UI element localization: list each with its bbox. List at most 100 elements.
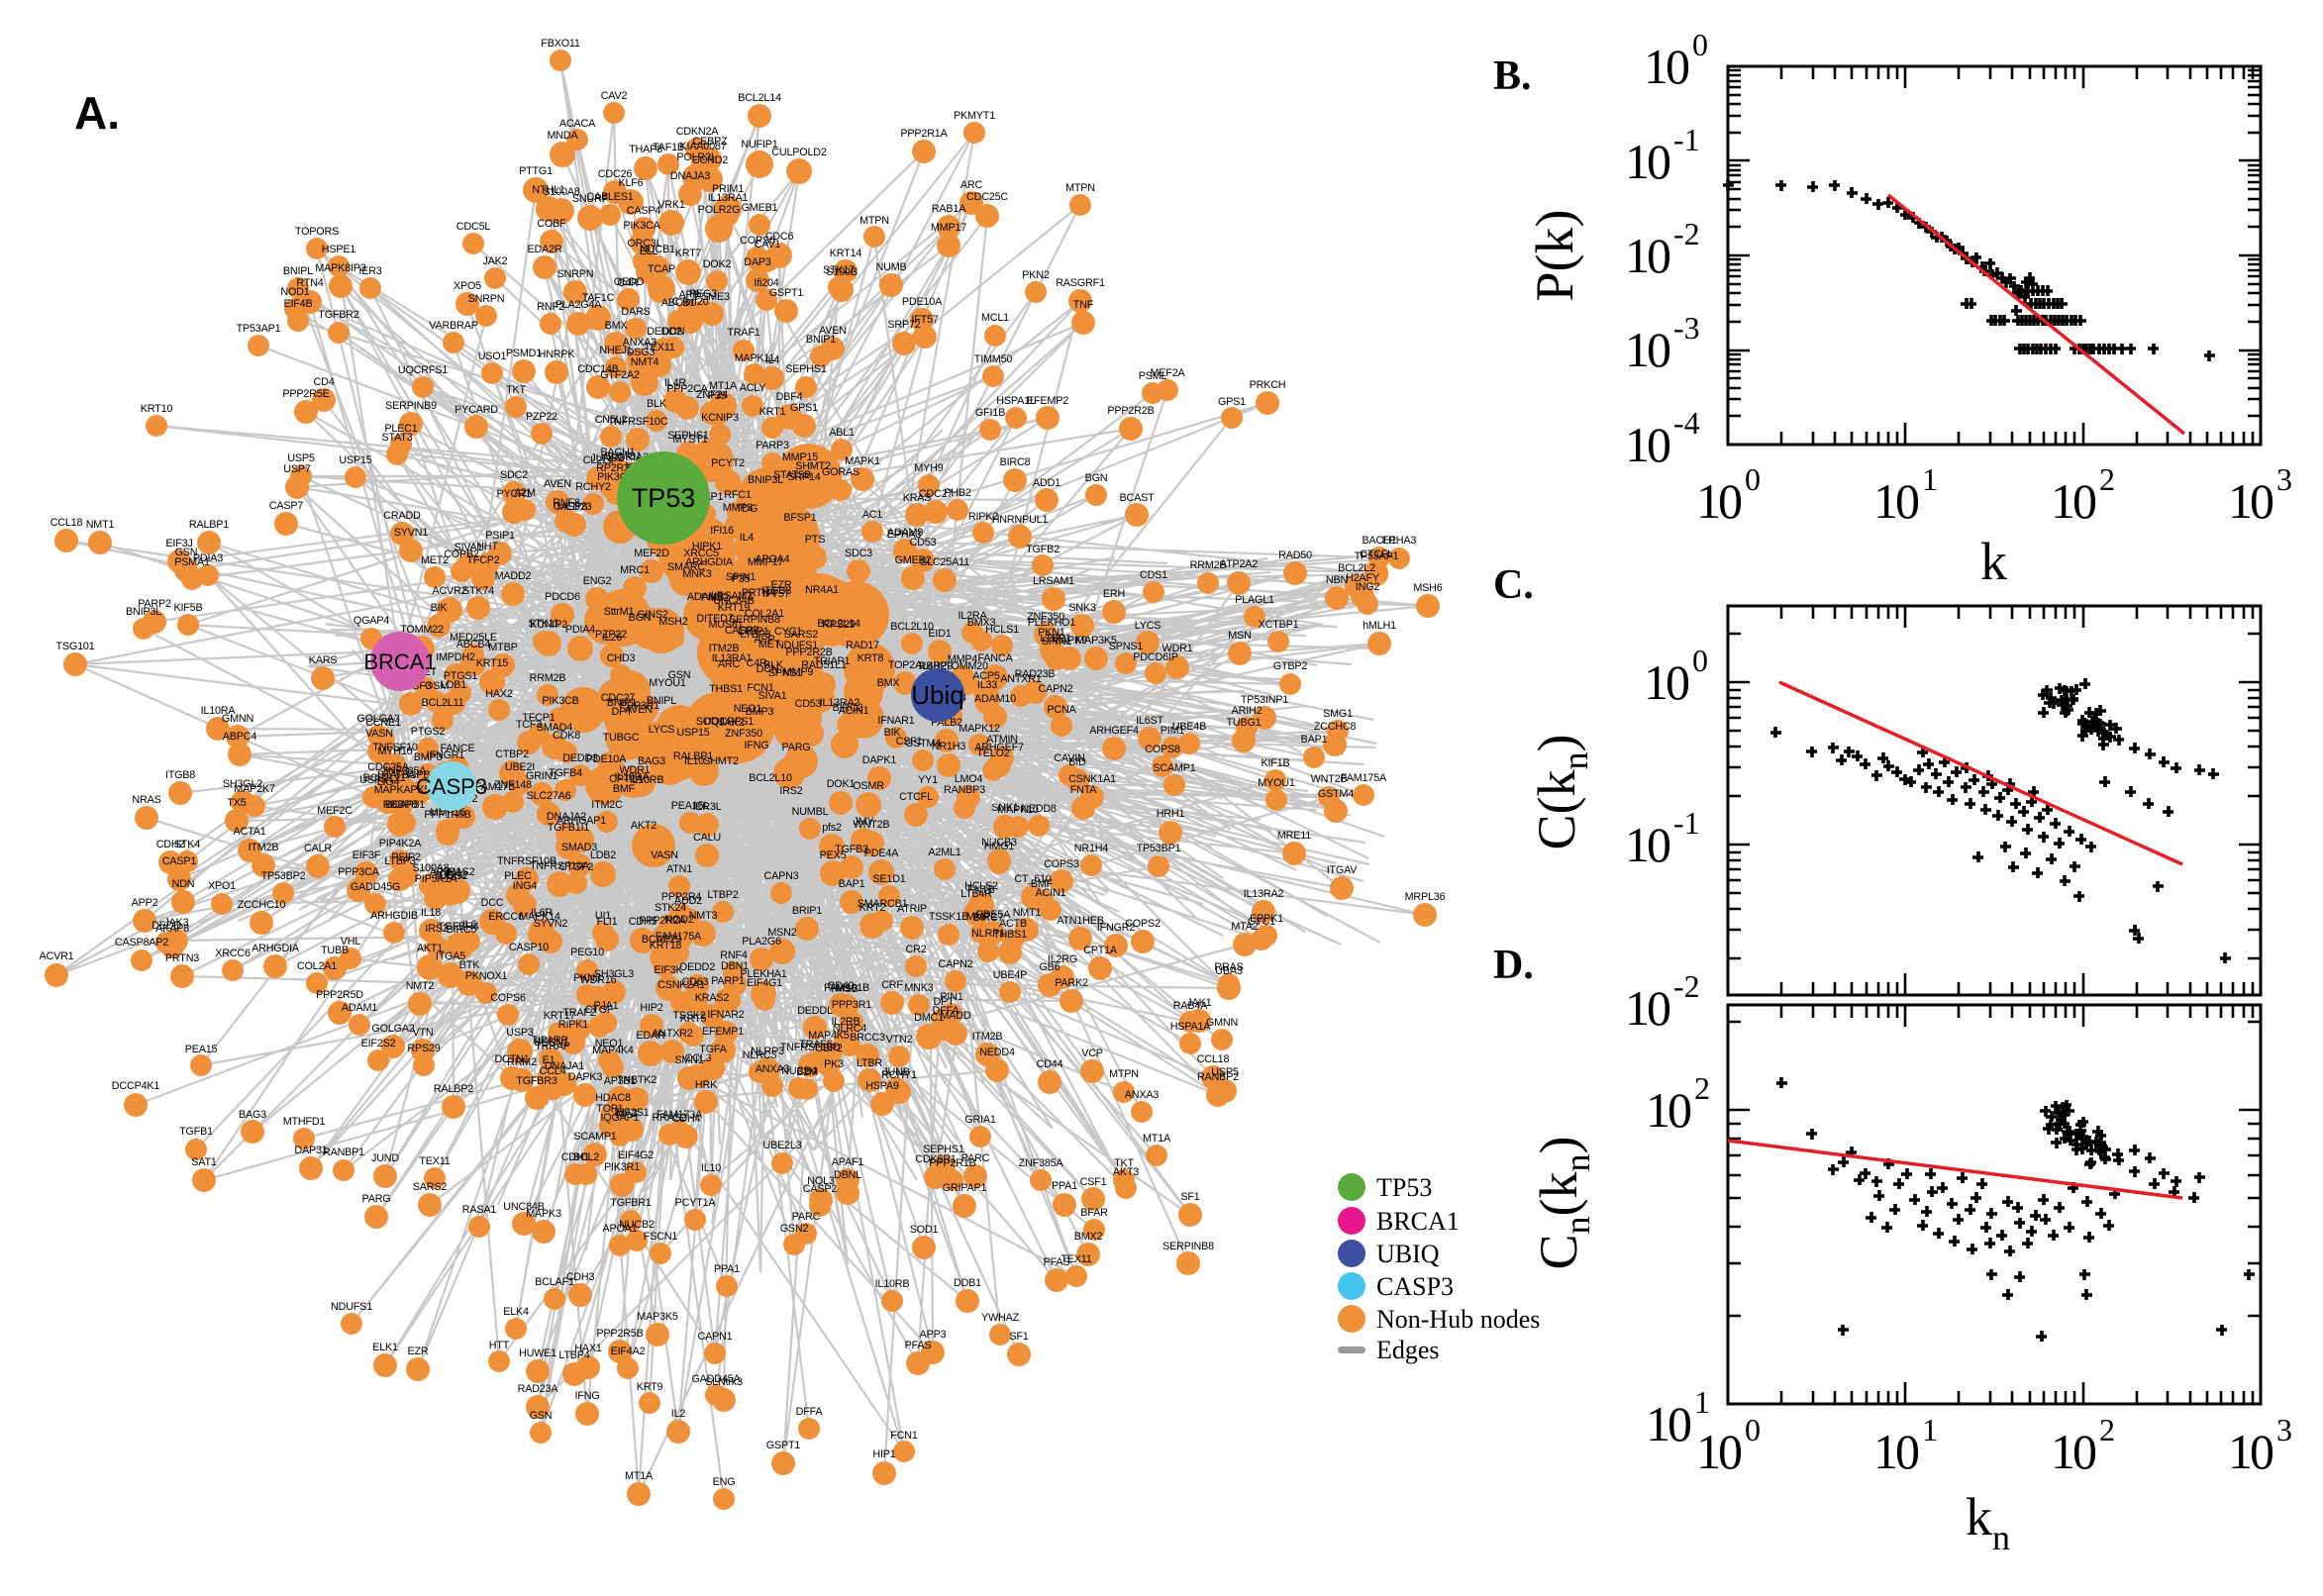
- svg-text:JAK3: JAK3: [163, 917, 188, 929]
- svg-text:SH3GL2: SH3GL2: [223, 778, 262, 790]
- svg-text:USP2: USP2: [815, 1043, 843, 1054]
- svg-text:EIF4G2: EIF4G2: [618, 1149, 654, 1161]
- svg-text:DEDD3: DEDD3: [562, 752, 598, 764]
- svg-text:IL13RA2: IL13RA2: [1244, 888, 1284, 900]
- svg-text:TFCP1: TFCP1: [522, 712, 555, 724]
- svg-text:CDH3: CDH3: [566, 1271, 595, 1283]
- svg-text:ZNF350: ZNF350: [1027, 611, 1064, 623]
- svg-text:SMAD4: SMAD4: [537, 722, 572, 734]
- svg-text:CASP3: CASP3: [416, 774, 487, 799]
- svg-text:TKT: TKT: [1114, 1157, 1134, 1169]
- svg-text:RNF8: RNF8: [553, 497, 580, 509]
- svg-text:BAG3: BAG3: [638, 755, 665, 767]
- svg-text:PSML: PSML: [1139, 370, 1167, 382]
- svg-text:TGFB4: TGFB4: [549, 767, 582, 779]
- svg-text:B.: B.: [1493, 53, 1532, 99]
- svg-text:TMSB: TMSB: [829, 983, 858, 995]
- svg-text:NEO1: NEO1: [734, 703, 762, 715]
- svg-text:LTBP3: LTBP3: [384, 855, 415, 867]
- svg-text:EZR: EZR: [408, 1346, 429, 1357]
- svg-text:ARHGEF4: ARHGEF4: [1089, 725, 1139, 737]
- svg-text:PPP2R2B: PPP2R2B: [1107, 405, 1154, 417]
- svg-text:BCL2L14: BCL2L14: [817, 618, 860, 630]
- svg-text:IER3L: IER3L: [692, 801, 721, 813]
- svg-text:CAPN2: CAPN2: [938, 958, 972, 970]
- svg-text:ZCCHC8: ZCCHC8: [1314, 721, 1357, 733]
- svg-text:APAF1: APAF1: [832, 1156, 864, 1168]
- svg-text:MYH10: MYH10: [377, 746, 412, 757]
- svg-text:ACTB: ACTB: [999, 918, 1027, 930]
- svg-text:ARC: ARC: [960, 179, 983, 191]
- svg-text:IL18: IL18: [421, 907, 441, 919]
- svg-text:PPP3R1: PPP3R1: [832, 999, 871, 1011]
- svg-text:CASP3: CASP3: [1376, 1272, 1454, 1301]
- svg-text:ZCCHC10: ZCCHC10: [238, 899, 286, 911]
- svg-text:AKT1: AKT1: [417, 943, 443, 954]
- svg-text:HCLS1: HCLS1: [985, 624, 1019, 636]
- svg-text:KARS: KARS: [309, 654, 338, 666]
- svg-text:BRCC3: BRCC3: [850, 1032, 885, 1044]
- svg-text:CD40: CD40: [828, 980, 855, 992]
- svg-text:PCYT1A: PCYT1A: [675, 1197, 717, 1209]
- svg-text:RALBP1: RALBP1: [673, 750, 713, 762]
- svg-text:NMT1: NMT1: [1013, 907, 1042, 919]
- svg-text:MMP3: MMP3: [723, 502, 754, 514]
- svg-text:SH3GL3: SH3GL3: [594, 968, 634, 980]
- svg-text:KRT8: KRT8: [858, 652, 884, 664]
- svg-text:10: 10: [1625, 228, 1670, 283]
- svg-text:FANCE: FANCE: [441, 743, 475, 754]
- svg-text:BCL2L10: BCL2L10: [749, 772, 792, 784]
- svg-text:PPP2R1A: PPP2R1A: [900, 128, 948, 140]
- svg-text:TGFB2: TGFB2: [1026, 544, 1060, 555]
- svg-text:DITED7: DITED7: [696, 613, 733, 625]
- svg-text:CAPN1: CAPN1: [697, 1331, 732, 1343]
- svg-text:PLA2G6: PLA2G6: [742, 936, 781, 948]
- svg-text:MET: MET: [758, 639, 781, 650]
- svg-text:ITGB8: ITGB8: [165, 769, 195, 781]
- svg-text:DMC1: DMC1: [914, 1012, 944, 1024]
- svg-text:DFFA: DFFA: [796, 1406, 824, 1418]
- svg-text:HHT: HHT: [476, 541, 498, 552]
- svg-text:MSH2: MSH2: [658, 616, 687, 628]
- svg-text:PIP5K1A: PIP5K1A: [415, 873, 457, 885]
- svg-text:SYVN2: SYVN2: [534, 918, 568, 930]
- svg-text:IL2RA: IL2RA: [958, 610, 987, 622]
- svg-text:BCAP29: BCAP29: [642, 934, 681, 946]
- svg-text:ITM2B: ITM2B: [709, 643, 740, 654]
- svg-text:MYOU1: MYOU1: [1258, 777, 1295, 789]
- svg-text:SCAMP1: SCAMP1: [573, 1131, 616, 1143]
- svg-text:PPP2R4: PPP2R4: [661, 891, 701, 903]
- svg-text:EIF4B: EIF4B: [283, 298, 312, 310]
- svg-text:CDK5R1: CDK5R1: [915, 1153, 957, 1165]
- svg-text:MTHFD1: MTHFD1: [283, 1116, 326, 1128]
- svg-text:ADAM10: ADAM10: [974, 693, 1016, 705]
- svg-text:CD44: CD44: [1037, 1058, 1063, 1070]
- svg-text:DNAJA2: DNAJA2: [547, 811, 586, 823]
- svg-text:TGFBR2: TGFBR2: [318, 309, 359, 321]
- svg-text:JUND: JUND: [371, 1152, 399, 1164]
- svg-text:PJA1: PJA1: [593, 1000, 618, 1012]
- svg-text:BAG3: BAG3: [239, 1109, 266, 1121]
- svg-text:XCTBP1: XCTBP1: [1259, 619, 1299, 631]
- svg-text:GTF2A2: GTF2A2: [600, 369, 640, 381]
- svg-text:MT1A: MT1A: [709, 380, 738, 392]
- svg-text:PSMA1: PSMA1: [174, 556, 210, 568]
- svg-text:CTCFL: CTCFL: [1360, 549, 1393, 560]
- svg-text:HIPK1: HIPK1: [692, 541, 722, 552]
- svg-text:TOMM20: TOMM20: [945, 660, 988, 672]
- svg-text:FNTB: FNTB: [967, 884, 994, 896]
- svg-text:IL26: IL26: [602, 632, 622, 644]
- svg-text:PRTN3: PRTN3: [165, 952, 199, 964]
- svg-text:TIPARP: TIPARP: [532, 1035, 568, 1047]
- svg-text:MMP2: MMP2: [966, 911, 997, 923]
- svg-text:TGFB1: TGFB1: [179, 1126, 213, 1138]
- svg-text:DCC: DCC: [481, 897, 504, 909]
- svg-text:RAB1A: RAB1A: [932, 203, 966, 215]
- svg-text:XRCC5: XRCC5: [683, 548, 719, 559]
- svg-text:MNDA: MNDA: [548, 130, 579, 142]
- svg-text:PTTG1: PTTG1: [519, 165, 553, 177]
- svg-text:3: 3: [2276, 461, 2292, 497]
- svg-text:IL10RB: IL10RB: [630, 774, 664, 786]
- svg-text:ITM2B: ITM2B: [249, 842, 279, 853]
- svg-text:KRT5: KRT5: [680, 1013, 707, 1025]
